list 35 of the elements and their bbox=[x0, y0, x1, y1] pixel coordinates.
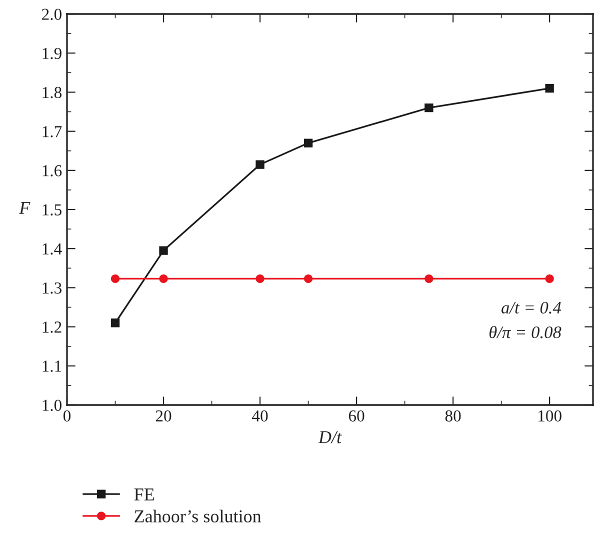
point bbox=[110, 318, 120, 328]
x-tick-label: 20 bbox=[156, 410, 172, 422]
y-tick-label: 1.6 bbox=[42, 165, 62, 176]
point bbox=[256, 160, 264, 169]
x-tick-label: 60 bbox=[348, 410, 364, 422]
point bbox=[304, 138, 313, 148]
point bbox=[110, 274, 120, 284]
point bbox=[545, 84, 554, 93]
y-tick-label: 1.0 bbox=[42, 400, 62, 412]
point bbox=[424, 104, 434, 112]
y-tick-label: 1.4 bbox=[42, 243, 62, 255]
annotation: a/t = 0.4 bbox=[502, 302, 562, 314]
y-axis-title: F bbox=[19, 202, 30, 214]
x-tick-label: 80 bbox=[445, 410, 461, 422]
point bbox=[424, 274, 434, 284]
y-tick-label: 2.0 bbox=[42, 8, 62, 20]
x-tick-label: 100 bbox=[538, 410, 562, 422]
legend-label: FE bbox=[134, 488, 154, 500]
point bbox=[545, 274, 554, 284]
point bbox=[159, 274, 168, 284]
point bbox=[304, 274, 313, 284]
y-tick-label: 1.2 bbox=[42, 322, 62, 333]
y-tick-label: 1.5 bbox=[42, 204, 62, 216]
y-tick-label: 1.7 bbox=[42, 126, 62, 138]
point bbox=[256, 274, 264, 284]
point bbox=[159, 246, 168, 255]
y-tick-label: 1.1 bbox=[42, 360, 62, 372]
annotation: θ/π = 0.08 bbox=[489, 326, 562, 338]
y-tick-label: 1.9 bbox=[42, 48, 62, 60]
x-axis-title: D/t bbox=[318, 431, 342, 444]
x-tick-label: 0 bbox=[63, 410, 71, 422]
legend-label: Zahoor’s solution bbox=[134, 510, 262, 522]
x-tick-label: 40 bbox=[252, 410, 268, 422]
y-tick-label: 1.8 bbox=[42, 86, 62, 98]
y-tick-label: 1.3 bbox=[42, 282, 62, 294]
